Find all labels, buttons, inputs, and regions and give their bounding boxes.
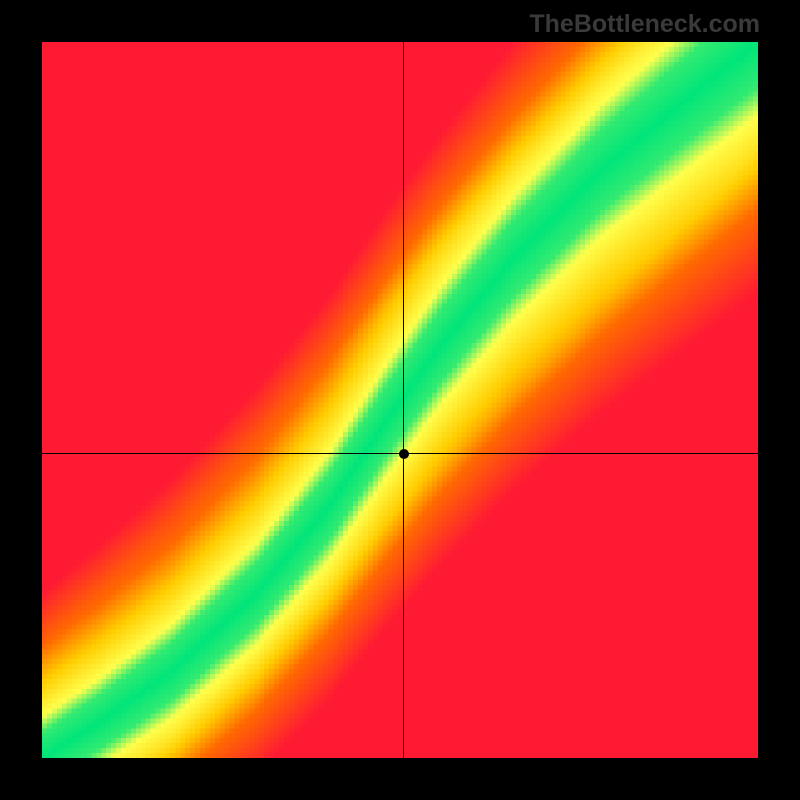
watermark-text: TheBottleneck.com <box>529 10 760 39</box>
crosshair-point <box>399 449 409 459</box>
bottleneck-heatmap <box>42 42 758 758</box>
crosshair-vertical-line <box>403 42 404 758</box>
chart-container: TheBottleneck.com <box>0 0 800 800</box>
